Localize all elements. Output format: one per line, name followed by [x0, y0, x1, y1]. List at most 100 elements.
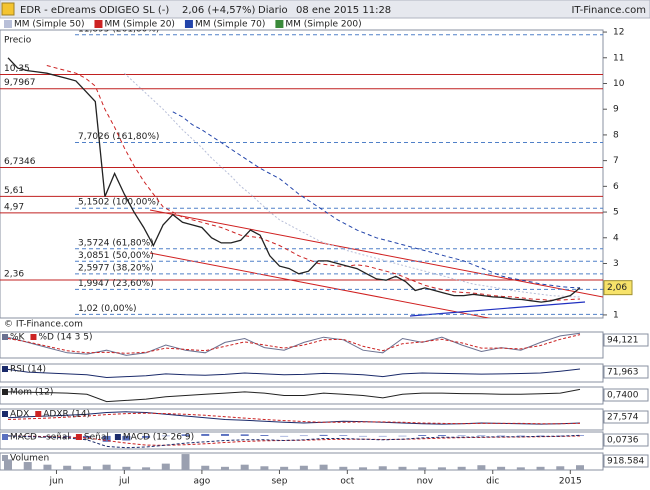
- y-tick-label: 10: [613, 79, 625, 89]
- indicator-bar: [43, 435, 52, 437]
- panel-label-swatch: [30, 334, 37, 340]
- panel-label-swatch: [2, 434, 8, 440]
- x-tick-label: dic: [486, 477, 499, 487]
- level-label: 1,02 (0,00%): [78, 304, 137, 314]
- indicator-bar: [359, 435, 368, 437]
- y-tick-label: 3: [613, 259, 619, 269]
- x-tick-label: jun: [49, 477, 64, 487]
- indicator-bar: [201, 465, 210, 470]
- legend-label: MM (Simple 70): [195, 20, 265, 30]
- indicator-bar: [102, 435, 111, 442]
- value-box-label: 94,121: [607, 336, 639, 346]
- level-label: 5,61: [4, 186, 24, 196]
- indicator-bar: [437, 467, 446, 470]
- level-label: 9,7967: [4, 78, 36, 88]
- value-box-label: 0,7400: [607, 391, 639, 401]
- panel-label-swatch: [2, 366, 8, 372]
- panel-label: MACD - señal: [10, 433, 70, 443]
- indicator-bar: [260, 466, 269, 470]
- level-label: 4,97: [4, 202, 24, 212]
- x-tick-label: nov: [417, 477, 434, 487]
- indicator-bar: [299, 435, 308, 437]
- indicator-bar: [220, 466, 229, 470]
- indicator-bar: [82, 466, 91, 470]
- indicator-bar: [536, 466, 545, 470]
- indicator-line: [7, 388, 581, 403]
- indicator-bar: [477, 435, 486, 437]
- panel-label-swatch: [2, 389, 8, 395]
- value-box-label: 0,0736: [607, 436, 639, 446]
- panel-label: %D (14 3 5): [38, 333, 92, 343]
- indicator-bar: [63, 435, 72, 437]
- indicator-bar: [299, 465, 308, 470]
- value-box: [603, 388, 649, 402]
- y-tick-label: 8: [613, 130, 619, 140]
- legend-label: MM (Simple 20): [104, 20, 174, 30]
- indicator-bar: [181, 454, 190, 470]
- level-label: 6,7346: [4, 157, 36, 167]
- change: 2,06 (+4,57%): [182, 5, 255, 16]
- trend-line: [409, 301, 586, 317]
- indicator-bar: [240, 434, 249, 436]
- value-box-label: 27,574: [607, 413, 639, 423]
- y-tick-label: 4: [613, 233, 619, 243]
- indicator-bar: [556, 466, 565, 470]
- indicator-bar: [161, 463, 170, 470]
- indicator-bar: [181, 434, 190, 436]
- indicator-bar: [398, 466, 407, 470]
- panel-frame: [0, 386, 604, 405]
- indicator-bar: [280, 466, 289, 470]
- x-tick-label: oct: [340, 477, 354, 487]
- level-label: 3,5724 (61,80%): [78, 238, 154, 248]
- moving-average: [172, 111, 581, 289]
- indicator-bar: [280, 435, 289, 437]
- price-box: [603, 280, 633, 296]
- panel-frame: [0, 408, 604, 431]
- value-box: [603, 365, 649, 379]
- indicator-bar: [63, 465, 72, 470]
- indicator-bar: [102, 464, 111, 470]
- channel-line: [149, 252, 492, 318]
- indicator-bar: [576, 465, 584, 470]
- value-box-label: 71,963: [607, 368, 639, 378]
- indicator-bar: [23, 435, 32, 437]
- panel-label: ADX: [10, 410, 29, 420]
- indicator-line: [7, 434, 581, 449]
- header-bar: [0, 0, 650, 19]
- datetime: 08 ene 2015 11:28: [296, 5, 391, 16]
- price-label: Precio: [4, 36, 32, 46]
- indicator-bar: [142, 467, 151, 470]
- indicator-line: [7, 334, 581, 354]
- x-tick-label: jul: [118, 477, 130, 487]
- value-box-label: 918.584: [607, 457, 644, 467]
- value-box: [603, 454, 649, 468]
- indicator-bar: [122, 466, 131, 470]
- indicator-bar: [378, 466, 387, 470]
- price-plot: 10,35 9,7967 6,7346 5,61 4,97 2,36 11,895 (261…: [0, 24, 603, 315]
- panel-frame: [0, 331, 604, 359]
- indicator-bar: [201, 433, 210, 436]
- indicator-bar: [122, 435, 131, 441]
- panel-label-swatch: [2, 334, 8, 340]
- panel-label-swatch: [114, 434, 121, 440]
- indicator-bar: [339, 435, 348, 436]
- watermark: © IT-Finance.com: [4, 320, 83, 330]
- panel-label: MACD (12 26 9): [123, 433, 194, 443]
- indicator-bar: [516, 435, 525, 437]
- legend-swatch: [275, 20, 284, 28]
- indicator-bar: [536, 435, 545, 437]
- indicator-bar: [339, 466, 348, 470]
- value-box: [603, 433, 649, 447]
- level-label: 11,895 (261,80%): [78, 24, 159, 34]
- level-label: 10,35: [4, 64, 30, 74]
- panel-label: %K: [10, 333, 26, 343]
- level-label: 2,5977 (38,20%): [78, 263, 154, 273]
- panel-label: Mom (12): [10, 388, 53, 398]
- price-frame: [0, 29, 604, 319]
- y-tick-label: 5: [613, 208, 619, 218]
- indicator-bar: [477, 465, 486, 470]
- indicator-bar: [23, 462, 32, 470]
- legend-label: MM (Simple 50): [14, 20, 84, 30]
